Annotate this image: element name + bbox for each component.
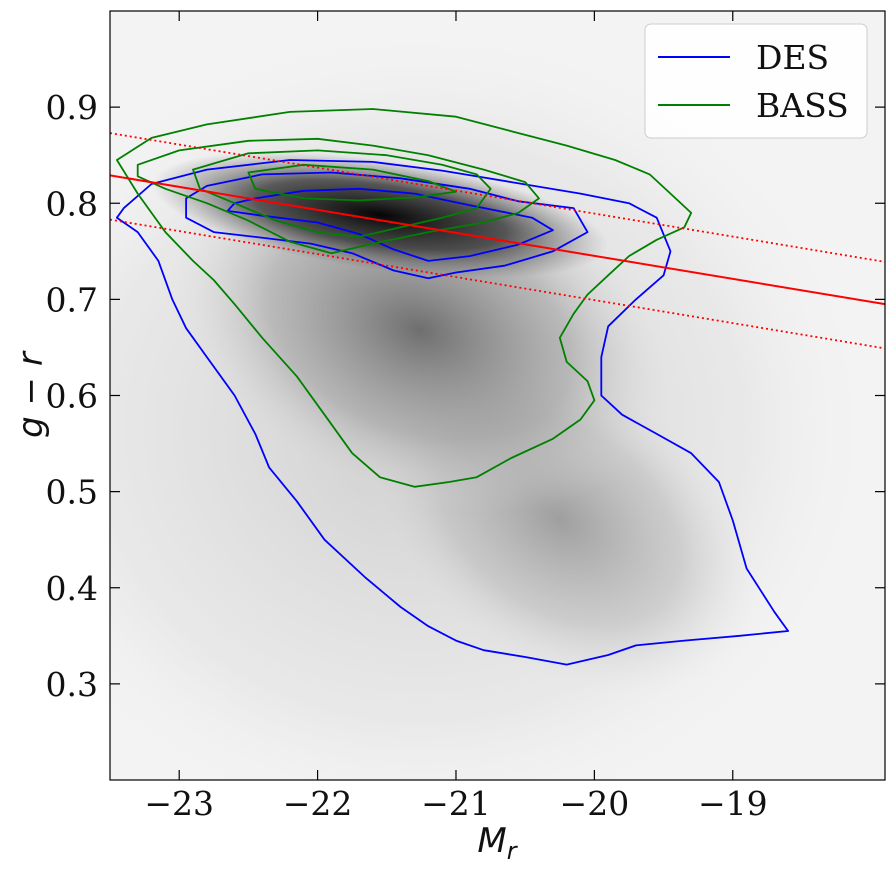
x-tick-label: −23 — [144, 784, 214, 823]
fit-line-1 — [110, 132, 885, 263]
x-tick-label: −20 — [560, 784, 630, 823]
fit-line-0 — [110, 174, 885, 306]
y-tick-label: 0.3 — [46, 665, 98, 704]
contour-des-0 — [226, 187, 554, 262]
legend-label-bass: BASS — [756, 86, 849, 125]
x-tick-label: −22 — [283, 784, 353, 823]
density-layer — [110, 11, 885, 780]
contour-bass-1 — [192, 149, 492, 238]
contour-bass-0 — [247, 163, 457, 202]
contour-des-1 — [185, 171, 589, 280]
plot-area — [110, 11, 885, 780]
density-core — [152, 151, 608, 279]
y-tick-label: 0.7 — [46, 280, 98, 319]
contour-bass-3 — [116, 108, 693, 488]
contour-des-2 — [116, 159, 789, 666]
y-axis-title: g − r — [11, 350, 51, 438]
x-tick-label: −19 — [698, 784, 768, 823]
x-tick-label: −21 — [421, 784, 491, 823]
y-tick-label: 0.8 — [46, 184, 98, 223]
y-tick-label: 0.5 — [46, 473, 98, 512]
legend-label-des: DES — [756, 38, 829, 77]
x-axis-title: Mr — [477, 821, 518, 865]
x-axis-title-main: M — [477, 821, 506, 861]
x-axis-title-sub: r — [507, 837, 519, 865]
legend: DES BASS — [644, 23, 868, 139]
y-tick-label: 0.4 — [46, 569, 98, 608]
fit-line-2 — [110, 218, 885, 350]
legend-box — [644, 23, 868, 139]
contour-layer — [116, 108, 789, 666]
contour-bass-2 — [136, 137, 540, 255]
y-tick-label: 0.6 — [46, 377, 98, 416]
axis-ticks: −23 −22 −21 −20 −19 0.3 0.4 0.5 0.6 0.7 0.8 0.9 — [46, 11, 885, 823]
fit-lines-layer — [110, 132, 885, 350]
y-tick-label: 0.9 — [46, 88, 98, 127]
